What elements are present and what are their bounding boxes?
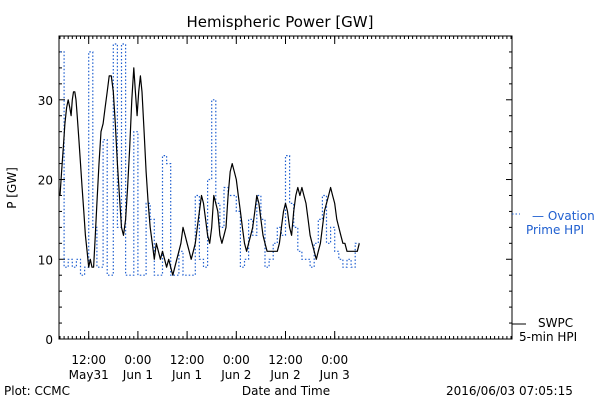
x-tick-date: Jun 1 — [122, 368, 153, 382]
x-tick-date: May31 — [69, 368, 109, 382]
x-tick-time: 0:00 — [223, 353, 250, 367]
x-tick-time: 0:00 — [124, 353, 151, 367]
x-tick-time: 12:00 — [170, 353, 205, 367]
x-tick-time: 0:00 — [321, 353, 348, 367]
legend-ovation-line2: Prime HPI — [526, 223, 584, 237]
x-tick-time: 12:00 — [71, 353, 106, 367]
series-layer — [59, 43, 360, 276]
legend-swpc-line1: SWPC — [538, 316, 573, 330]
x-tick-date: Jun 1 — [171, 368, 202, 382]
x-axis-label: Date and Time — [242, 384, 330, 398]
x-tick-date: Jun 2 — [269, 368, 300, 382]
y-tick-label: 30 — [38, 94, 53, 108]
y-tick-label: 0 — [45, 333, 53, 347]
y-tick-label: 10 — [38, 253, 53, 267]
y-axis-label: P [GW] — [5, 167, 19, 209]
x-tick-date: Jun 3 — [319, 368, 350, 382]
x-tick-date: Jun 2 — [220, 368, 251, 382]
legend-ovation-line1: — Ovation — [532, 209, 595, 223]
y-tick-label: 20 — [38, 174, 53, 188]
y-axis: 0 10 20 30 — [38, 35, 512, 347]
plot-frame — [58, 35, 513, 340]
series-swpc-5min-hpi — [59, 67, 360, 276]
legend-swpc-line2: 5-min HPI — [519, 330, 577, 344]
x-tick-time: 12:00 — [268, 353, 303, 367]
plot-credit: Plot: CCMC — [4, 384, 70, 398]
plot-timestamp: 2016/06/03 07:05:15 — [446, 384, 573, 398]
chart-title: Hemispheric Power [GW] — [187, 13, 374, 31]
